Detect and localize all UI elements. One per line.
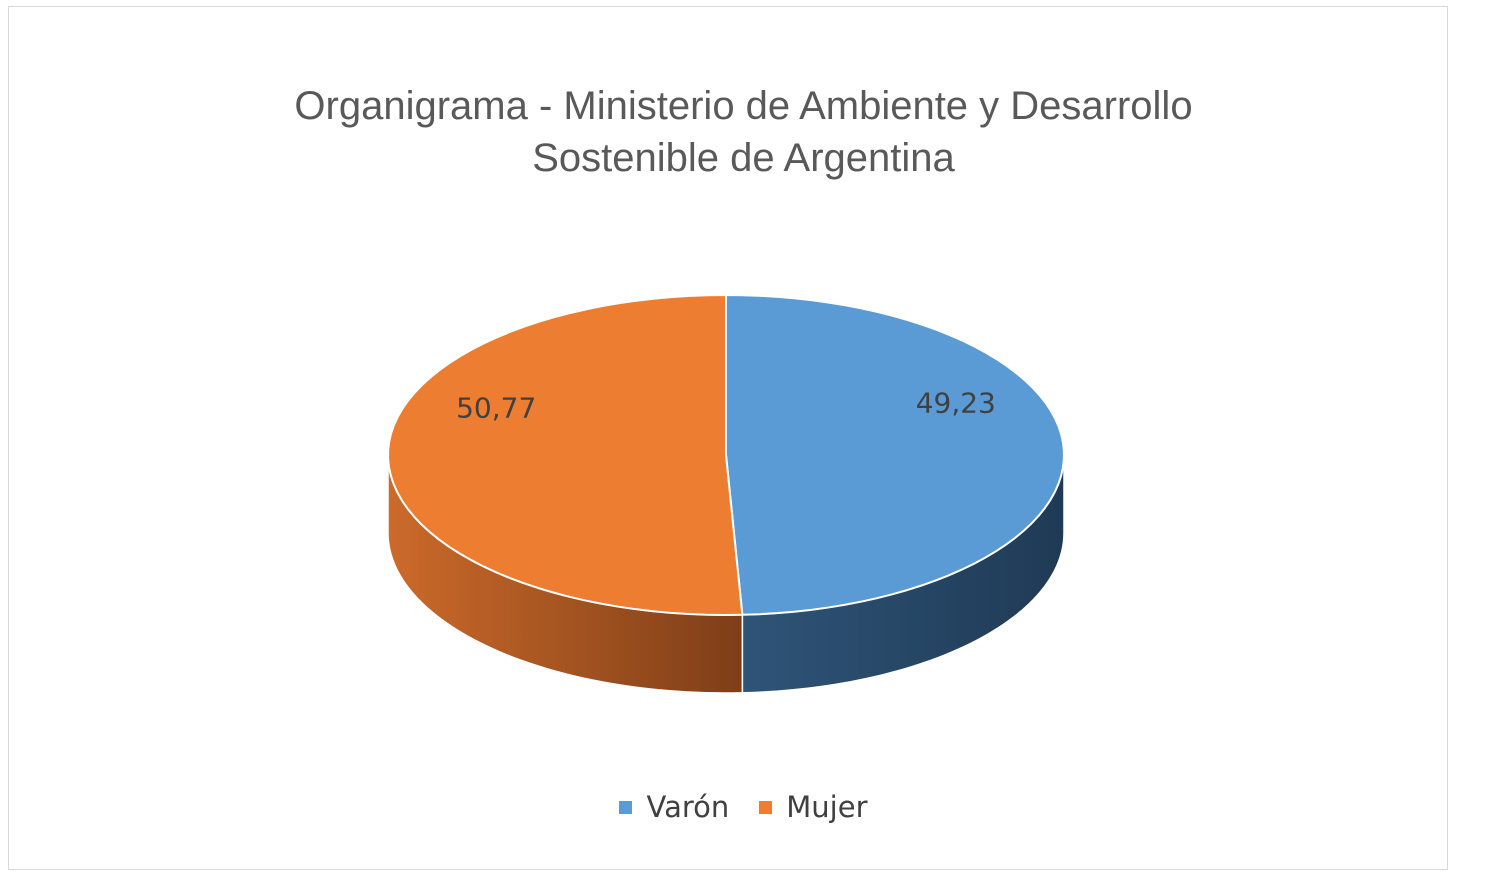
chart-title: Organigrama - Ministerio de Ambiente y D… bbox=[0, 80, 1487, 184]
legend-label-mujer: Mujer bbox=[786, 790, 868, 824]
pie-tops bbox=[387, 294, 1065, 616]
legend-label-varon: Varón bbox=[646, 790, 730, 824]
pie-slice-mujer[interactable] bbox=[387, 294, 744, 616]
data-label-mujer: 50,77 bbox=[456, 392, 536, 425]
pie-labels: 49,23 50,77 bbox=[456, 386, 996, 424]
legend-swatch-varon bbox=[619, 800, 633, 814]
chart-title-line-1: Organigrama - Ministerio de Ambiente y D… bbox=[294, 84, 1193, 128]
pie-slice-varon[interactable] bbox=[725, 294, 1065, 616]
legend-item-varon[interactable]: Varón bbox=[619, 790, 729, 824]
chart-title-line-2: Sostenible de Argentina bbox=[532, 136, 955, 180]
legend-swatch-mujer bbox=[759, 800, 773, 814]
legend: Varón Mujer bbox=[0, 790, 1487, 824]
data-label-varon: 49,23 bbox=[916, 386, 996, 419]
legend-item-mujer[interactable]: Mujer bbox=[759, 790, 868, 824]
